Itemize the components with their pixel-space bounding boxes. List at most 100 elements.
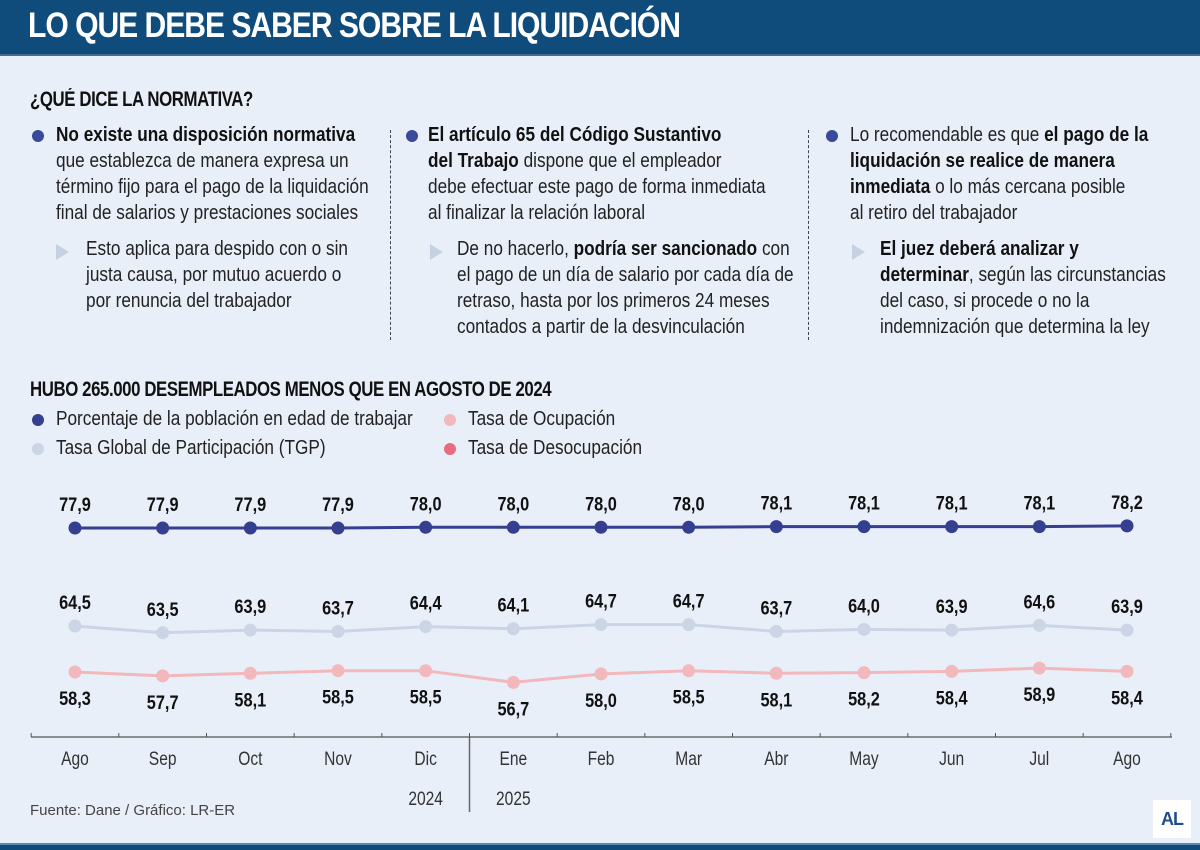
text: Esto aplica para despido con o sin: [86, 238, 348, 260]
data-label: 78,1: [760, 492, 792, 513]
data-label: 78,0: [497, 493, 529, 514]
main-text: El artículo 65 del Código Sustantivo del …: [428, 122, 766, 226]
data-point: [68, 619, 82, 633]
bold-text: el pago de la: [1044, 124, 1149, 146]
text: por renuncia del trabajador: [86, 290, 292, 312]
bold-text: El artículo 65 del Código Sustantivo: [428, 124, 722, 146]
text: Lo recomendable es que: [850, 124, 1045, 146]
data-point: [857, 622, 871, 636]
data-label: 77,9: [59, 494, 91, 515]
data-point: [243, 666, 257, 680]
data-point: [68, 521, 82, 535]
data-label: 58,1: [234, 689, 266, 710]
data-label: 58,9: [1023, 684, 1055, 705]
text: término fijo para el pago de la liquidac…: [56, 176, 369, 198]
text: al finalizar la relación laboral: [428, 202, 646, 224]
text: justa causa, por mutuo acuerdo o: [86, 264, 342, 286]
text-line: El juez deberá analizar y: [880, 236, 1166, 262]
x-tick-label: Ago: [61, 748, 89, 770]
sub-text: De no hacerlo, podría ser sancionado con…: [457, 236, 794, 340]
data-label: 58,3: [59, 688, 91, 709]
legend-dot-icon: [32, 442, 44, 455]
data-label: 56,7: [497, 698, 529, 719]
data-label: 58,0: [585, 690, 617, 711]
data-point: [945, 623, 959, 637]
data-label: 78,1: [936, 492, 968, 513]
data-point: [331, 521, 345, 535]
data-point: [156, 626, 170, 640]
data-point: [506, 622, 520, 636]
header-bar: LO QUE DEBE SABER SOBRE LA LIQUIDACIÓN: [0, 0, 1200, 56]
text-line: final de salarios y prestaciones sociale…: [56, 200, 369, 226]
legend-dot-icon: [32, 413, 44, 426]
data-point: [682, 520, 696, 534]
data-point: [769, 624, 783, 638]
data-label: 58,5: [410, 687, 442, 708]
data-label: 78,1: [1023, 492, 1055, 513]
legend-item-tasa-ocupacion: Tasa de Ocupación: [444, 408, 639, 431]
text: del caso, si procede o no la: [880, 290, 1090, 312]
legend-dot-icon: [444, 442, 456, 455]
data-point: [156, 669, 170, 683]
text-line: contados a partir de la desvinculación: [457, 314, 794, 340]
data-label: 78,1: [848, 492, 880, 513]
data-point: [945, 664, 959, 678]
data-label: 63,9: [936, 596, 968, 617]
triangle-right-icon: [56, 244, 69, 260]
data-point: [769, 666, 783, 680]
data-label: 78,0: [673, 493, 705, 514]
data-label: 58,5: [322, 687, 354, 708]
legend-item-tgp: Tasa Global de Participación (TGP): [32, 437, 369, 460]
data-point: [682, 618, 696, 632]
data-label: 63,9: [234, 596, 266, 617]
text: o lo más cercana posible: [930, 176, 1126, 198]
data-label: 63,7: [760, 597, 792, 618]
text-line: término fijo para el pago de la liquidac…: [56, 174, 369, 200]
triangle-right-icon: [430, 244, 443, 260]
text-line: El artículo 65 del Código Sustantivo: [428, 122, 766, 148]
text-line: determinar, según las circunstancias: [880, 262, 1166, 288]
x-tick-label: Abr: [764, 748, 788, 770]
data-label: 64,5: [59, 592, 91, 613]
text-line: Esto aplica para despido con o sin: [86, 236, 348, 262]
year-label: 2025: [496, 788, 531, 810]
legend-label: Tasa de Desocupación: [468, 437, 643, 459]
year-label: 2024: [408, 788, 443, 810]
normativa-section-title: ¿QUÉ DICE LA NORMATIVA?: [30, 88, 253, 111]
data-label: 64,1: [497, 595, 529, 616]
x-tick-label: Jun: [939, 748, 964, 770]
brand-logo: AL: [1153, 800, 1191, 838]
data-point: [1120, 664, 1134, 678]
legend-dot-icon: [444, 413, 456, 426]
text-line: De no hacerlo, podría ser sancionado con: [457, 236, 794, 262]
data-label: 77,9: [322, 494, 354, 515]
data-label: 64,6: [1023, 591, 1055, 612]
data-point: [594, 618, 608, 632]
text: final de salarios y prestaciones sociale…: [56, 202, 359, 224]
data-point: [857, 520, 871, 534]
text: contados a partir de la desvinculación: [457, 316, 745, 338]
sub-text: El juez deberá analizar y determinar, seg…: [880, 236, 1166, 340]
text-line: inmediata o lo más cercana posible: [850, 174, 1148, 200]
chart-title: HUBO 265.000 DESEMPLEADOS MENOS QUE EN A…: [30, 378, 552, 401]
x-tick-label: Sep: [149, 748, 177, 770]
text-line: al retiro del trabajador: [850, 200, 1148, 226]
text: debe efectuar este pago de forma inmedia…: [428, 176, 766, 198]
text-line: que establezca de manera expresa un: [56, 148, 369, 174]
x-tick-label: Dic: [414, 748, 437, 770]
data-point: [594, 667, 608, 681]
bold-text: liquidación se realice de manera: [850, 150, 1115, 172]
x-tick-label: Ene: [499, 748, 527, 770]
data-label: 63,9: [1111, 596, 1143, 617]
bold-text: podría ser sancionado: [573, 238, 758, 260]
data-label: 57,7: [147, 692, 179, 713]
data-point: [419, 620, 433, 634]
data-point: [769, 520, 783, 534]
data-label: 63,5: [147, 599, 179, 620]
text: indemnización que determina la ley: [880, 316, 1150, 338]
text-line: debe efectuar este pago de forma inmedia…: [428, 174, 766, 200]
main-text: No existe una disposición normativa que e…: [56, 122, 369, 226]
footer-bar: [0, 843, 1200, 850]
data-point: [331, 624, 345, 638]
bullet-icon: [32, 130, 44, 142]
